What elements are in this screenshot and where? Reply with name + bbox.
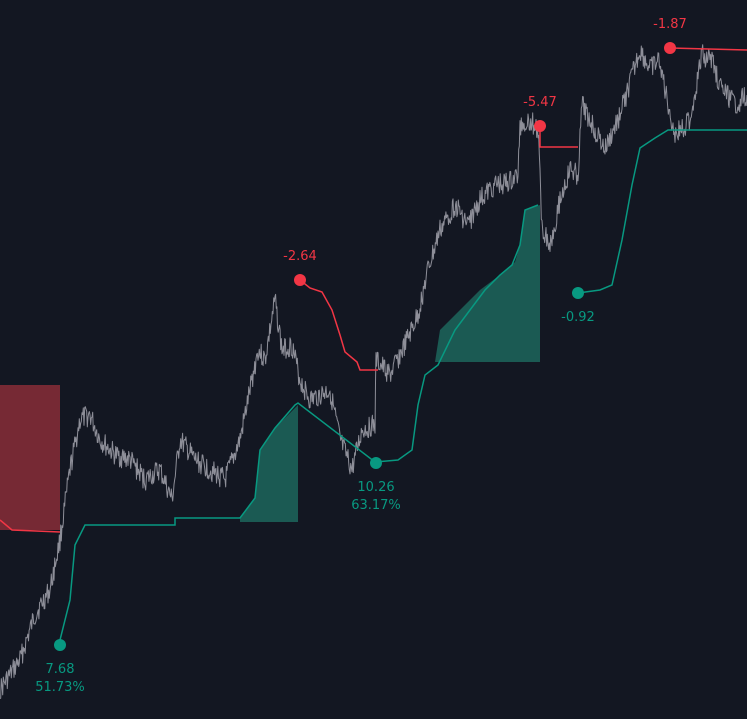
bull-trail-line-0 bbox=[59, 204, 539, 641]
bear-label-value-5: -1.87 bbox=[653, 17, 687, 32]
bull-trail-line-1 bbox=[577, 129, 747, 294]
bull-marker-2 bbox=[370, 457, 382, 469]
bull-marker-4 bbox=[572, 287, 584, 299]
bear-trail-line-1 bbox=[299, 279, 378, 371]
bull-label-pct-2: 63.17% bbox=[351, 498, 401, 513]
bull-marker-0 bbox=[54, 639, 66, 651]
bear-label-value-3: -5.47 bbox=[523, 95, 557, 110]
bull-label-value-2: 10.26 bbox=[357, 480, 394, 495]
bear-marker-3 bbox=[534, 120, 546, 132]
bear-trail-line-3 bbox=[669, 47, 747, 51]
bull-label-value-0: 7.68 bbox=[46, 662, 75, 677]
bear-label-value-1: -2.64 bbox=[283, 249, 317, 264]
bear-trail-line-0 bbox=[0, 519, 61, 533]
bull-label-pct-0: 51.73% bbox=[35, 680, 85, 695]
bull-label-value-4: -0.92 bbox=[561, 310, 595, 325]
bear-marker-1 bbox=[294, 274, 306, 286]
bear-marker-5 bbox=[664, 42, 676, 54]
bear-zone-0 bbox=[0, 385, 60, 530]
price-series bbox=[0, 44, 747, 700]
bear-trail-line-2 bbox=[539, 126, 578, 148]
bull-zone-1 bbox=[240, 405, 298, 522]
